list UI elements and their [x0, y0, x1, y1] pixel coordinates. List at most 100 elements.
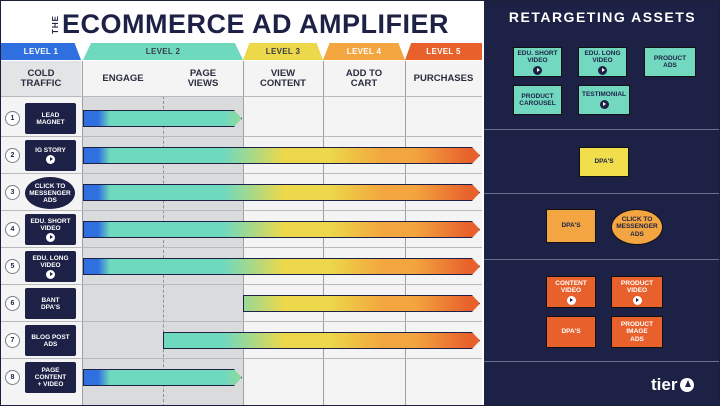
- level-4-label: LEVEL 4: [346, 47, 382, 56]
- row-label-text: BANT: [41, 296, 60, 304]
- stage-purchases-text: PURCHASES: [413, 72, 474, 84]
- stage-engage: ENGAGE: [83, 61, 163, 96]
- asset-label: PRODUCT: [521, 92, 554, 100]
- asset-label: DPA'S: [561, 328, 581, 336]
- row-label-text: MESSENGER: [29, 189, 71, 197]
- play-icon: [46, 155, 55, 164]
- row-label-text: + VIDEO: [37, 381, 64, 388]
- stage-view-content: VIEW CONTENT: [243, 61, 323, 96]
- level-2-tab: LEVEL 2: [83, 43, 243, 60]
- funnel-bar: [83, 258, 480, 275]
- row-label-text: BLOG POST: [31, 333, 70, 341]
- funnel-bar: [83, 110, 242, 127]
- asset-label: VIDEO: [592, 57, 613, 64]
- retargeting-asset: PRODUCT ADS: [644, 47, 696, 77]
- asset-label: CLICK TO: [621, 215, 653, 223]
- row-label-text: LEAD: [41, 111, 60, 119]
- retargeting-asset: EDU. SHORT VIDEO: [513, 47, 562, 77]
- asset-label: ADS: [630, 335, 644, 343]
- play-icon: [533, 65, 542, 75]
- asset-label: ADS: [630, 230, 644, 238]
- row-label: IG STORY: [25, 140, 76, 171]
- title-main: ECOMMERCE AD AMPLIFIER: [62, 8, 449, 39]
- row-label-text: VIDEO: [40, 224, 61, 232]
- row-label: EDU. SHORT VIDEO: [25, 214, 76, 245]
- asset-label: EDU. LONG: [584, 49, 621, 57]
- funnel-bar: [83, 147, 480, 164]
- asset-label: VIDEO: [527, 57, 548, 64]
- asset-label: DPA'S: [561, 222, 581, 230]
- row-label-text: PAGE: [41, 367, 60, 374]
- asset-label: IMAGE: [626, 328, 648, 336]
- asset-label: VIDEO: [626, 287, 648, 294]
- asset-label: ADS: [663, 62, 677, 69]
- row-label-text: IG STORY: [35, 147, 66, 154]
- play-icon: [566, 295, 576, 305]
- retargeting-asset: CLICK TO MESSENGER ADS: [611, 209, 663, 245]
- row-number: 5: [5, 259, 20, 274]
- asset-label: PRODUCT: [620, 320, 654, 328]
- level-4-tab: LEVEL 4: [323, 43, 405, 60]
- row-number: 8: [5, 370, 20, 385]
- play-icon: [599, 99, 609, 109]
- row-divider: [1, 284, 482, 285]
- stage-cold-traffic: COLD TRAFFIC: [1, 61, 81, 96]
- asset-label: VIDEO: [560, 287, 582, 294]
- asset-label: CAROUSEL: [519, 100, 556, 107]
- asset-label: PRODUCT: [653, 54, 687, 62]
- stage-page-views: PAGE VIEWS: [163, 61, 243, 96]
- stage-add-to-cart: ADD TO CART: [323, 61, 405, 96]
- stage-view-content-text: VIEW CONTENT: [260, 67, 306, 89]
- level-3-label: LEVEL 3: [265, 47, 301, 56]
- funnel-bar: [83, 184, 480, 201]
- divider-dashed: [163, 96, 164, 405]
- retargeting-asset: TESTIMONIAL: [578, 85, 630, 115]
- logo-text: tier: [651, 375, 678, 394]
- stage-cold-traffic-text: COLD TRAFFIC: [20, 67, 62, 89]
- stage-engage-text: ENGAGE: [102, 72, 144, 84]
- row-label-text: CONTENT: [34, 374, 67, 381]
- funnel-bar: [83, 221, 480, 238]
- level-5-label: LEVEL 5: [426, 47, 461, 56]
- row-divider: [1, 358, 482, 359]
- divider: [82, 61, 83, 405]
- row-label: PAGE CONTENT + VIDEO: [25, 362, 76, 393]
- row-number: 7: [5, 333, 20, 348]
- retargeting-asset: PRODUCT IMAGE ADS: [611, 316, 663, 348]
- retargeting-asset: DPA'S: [546, 316, 596, 348]
- stage-page-views-text: PAGE VIEWS: [187, 67, 219, 89]
- row-divider: [1, 173, 482, 174]
- asset-label: MESSENGER: [616, 223, 658, 231]
- play-icon: [46, 269, 55, 279]
- funnel-bar: [163, 332, 480, 349]
- level-1-label: LEVEL 1: [23, 47, 59, 56]
- retargeting-title: RETARGETING ASSETS: [508, 9, 697, 25]
- row-number: 2: [5, 148, 20, 163]
- row-divider: [1, 136, 482, 137]
- row-number: 3: [5, 185, 20, 200]
- row-label: CLICK TO MESSENGER ADS: [25, 177, 75, 209]
- asset-label: TESTIMONIAL: [581, 91, 627, 99]
- header-divider: [1, 96, 482, 97]
- play-icon: [632, 295, 642, 305]
- level-3-tab: LEVEL 3: [243, 43, 323, 60]
- funnel-bar: [243, 295, 480, 312]
- retargeting-asset: DPA'S: [579, 147, 629, 177]
- row-label-text: CLICK TO: [34, 182, 66, 190]
- asset-label: CONTENT: [555, 279, 587, 287]
- asset-label: EDU. SHORT: [517, 49, 558, 57]
- title-prefix: THE: [51, 14, 60, 34]
- funnel-bar: [83, 369, 242, 386]
- row-label: LEAD MAGNET: [25, 103, 76, 134]
- play-icon: [46, 232, 55, 242]
- row-label-text: EDU. SHORT: [30, 217, 71, 225]
- stage-add-to-cart-text: ADD TO CART: [345, 67, 383, 89]
- asset-label: PRODUCT: [620, 279, 654, 287]
- retargeting-divider: [484, 259, 719, 260]
- tier-arrow-icon: [680, 378, 695, 392]
- row-label: BANT DPA'S: [25, 288, 76, 319]
- retargeting-asset: PRODUCT VIDEO: [611, 276, 663, 308]
- row-divider: [1, 210, 482, 211]
- row-label-text: ADS: [43, 340, 58, 348]
- row-label: EDU. LONG VIDEO: [25, 251, 76, 282]
